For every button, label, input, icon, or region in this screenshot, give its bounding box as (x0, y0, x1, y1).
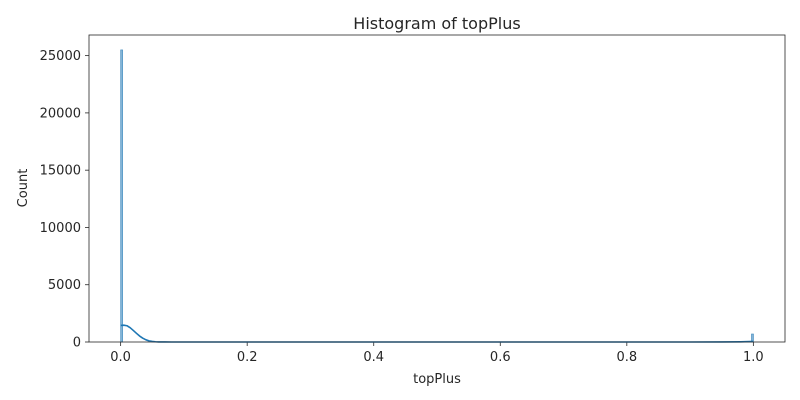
chart-title: Histogram of topPlus (353, 14, 520, 33)
y-axis-label: Count (16, 169, 31, 208)
x-tick-label: 0.4 (363, 350, 384, 365)
plot-area-frame (88, 34, 786, 343)
kde-curve (120, 324, 754, 343)
y-tick-label: 0 (73, 336, 81, 351)
x-tick-label: 0.2 (237, 350, 258, 365)
y-tick-label: 25000 (40, 49, 81, 64)
x-axis-ticks: 0.0 0.2 0.4 0.6 0.8 1.0 (110, 342, 764, 365)
y-tick-label: 15000 (40, 164, 81, 179)
x-tick-label: 0.6 (490, 350, 511, 365)
x-axis-label: topPlus (413, 372, 461, 387)
x-tick-label: 0.8 (616, 350, 637, 365)
x-tick-label: 0.0 (110, 350, 131, 365)
y-tick-label: 10000 (40, 221, 81, 236)
kde-line (120, 324, 754, 343)
y-tick-label: 20000 (40, 106, 81, 121)
histogram-bar (120, 49, 123, 343)
x-tick-label: 1.0 (743, 350, 764, 365)
y-axis-ticks: 0 5000 10000 15000 20000 25000 (40, 49, 89, 351)
y-tick-label: 5000 (48, 278, 81, 293)
histogram-bars (120, 49, 754, 343)
